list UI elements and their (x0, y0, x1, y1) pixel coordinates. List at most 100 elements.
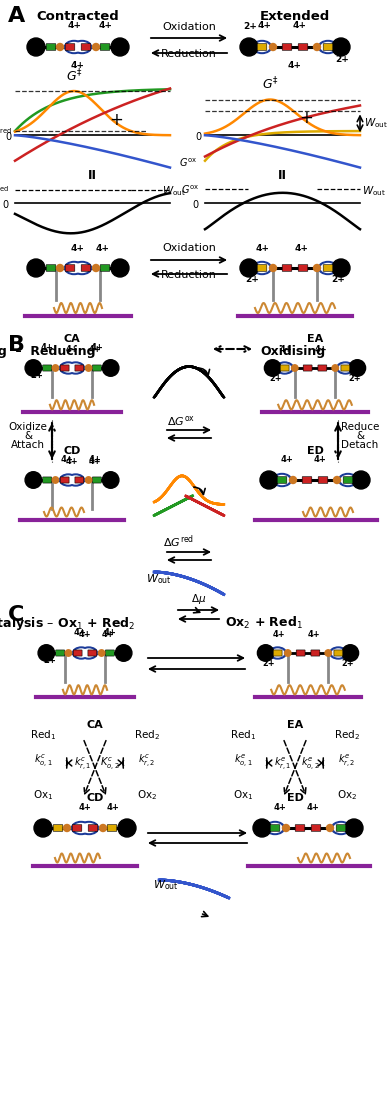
Ellipse shape (252, 41, 272, 53)
Ellipse shape (70, 365, 82, 372)
Text: $k_{r,1}^c$: $k_{r,1}^c$ (74, 756, 92, 772)
Text: 2+: 2+ (341, 659, 354, 668)
Ellipse shape (62, 365, 75, 372)
Text: Extended: Extended (260, 10, 330, 23)
Text: 4+: 4+ (74, 628, 86, 637)
FancyBboxPatch shape (273, 650, 282, 656)
Circle shape (93, 265, 100, 271)
Circle shape (38, 645, 54, 661)
Ellipse shape (75, 649, 88, 657)
Text: Oxidize: Oxidize (9, 422, 47, 432)
Text: 0: 0 (193, 199, 199, 209)
Text: $G^\mathrm{red}$: $G^\mathrm{red}$ (0, 126, 12, 141)
Text: Ox$_2$ + Red$_1$: Ox$_2$ + Red$_1$ (225, 615, 303, 632)
Text: 4+: 4+ (79, 630, 91, 639)
FancyBboxPatch shape (282, 43, 292, 50)
FancyBboxPatch shape (323, 265, 333, 271)
Text: Reduction: Reduction (161, 49, 217, 59)
Ellipse shape (339, 365, 352, 372)
FancyBboxPatch shape (75, 365, 84, 371)
FancyBboxPatch shape (341, 365, 350, 371)
Text: 4+: 4+ (99, 21, 113, 30)
FancyBboxPatch shape (295, 824, 305, 831)
Circle shape (25, 472, 42, 489)
Text: 4+: 4+ (96, 244, 110, 253)
Ellipse shape (67, 362, 84, 375)
Text: Ox$_2$: Ox$_2$ (137, 788, 157, 802)
Ellipse shape (268, 823, 282, 832)
Text: EA: EA (307, 334, 323, 343)
Ellipse shape (60, 474, 77, 486)
Text: Reduce: Reduce (341, 422, 379, 432)
Text: 4+: 4+ (103, 628, 116, 637)
FancyBboxPatch shape (65, 43, 75, 50)
Text: 4+: 4+ (66, 346, 78, 355)
Text: Red$_2$: Red$_2$ (334, 728, 360, 741)
Circle shape (325, 649, 331, 656)
FancyBboxPatch shape (93, 365, 101, 371)
Text: 2+: 2+ (262, 659, 275, 668)
Text: 4+: 4+ (308, 630, 321, 639)
Text: $G^‡$: $G^‡$ (262, 76, 279, 93)
FancyBboxPatch shape (282, 265, 292, 271)
Text: 4+: 4+ (273, 803, 286, 812)
Circle shape (27, 259, 45, 277)
FancyBboxPatch shape (93, 476, 101, 483)
Text: II: II (278, 170, 287, 182)
Text: 4+: 4+ (279, 346, 292, 355)
Ellipse shape (273, 473, 291, 486)
Text: 4+: 4+ (295, 244, 309, 253)
Text: 4+: 4+ (256, 244, 270, 253)
FancyBboxPatch shape (56, 650, 65, 656)
Ellipse shape (60, 362, 77, 375)
Circle shape (56, 265, 63, 271)
Text: $\Delta G^\mathrm{ox}$: $\Delta G^\mathrm{ox}$ (167, 413, 195, 428)
Text: 2+: 2+ (348, 373, 361, 383)
Text: Oxidation: Oxidation (162, 243, 216, 253)
Ellipse shape (62, 476, 75, 484)
Text: 4+: 4+ (71, 244, 85, 253)
Text: $k_{r,2}^e$: $k_{r,2}^e$ (338, 752, 356, 769)
FancyBboxPatch shape (311, 824, 321, 831)
Circle shape (284, 649, 291, 656)
Text: 4+: 4+ (40, 343, 53, 352)
FancyBboxPatch shape (46, 265, 56, 271)
Circle shape (100, 824, 107, 831)
Circle shape (260, 471, 278, 489)
Circle shape (342, 645, 359, 661)
FancyBboxPatch shape (298, 265, 308, 271)
Circle shape (118, 819, 136, 837)
Circle shape (102, 472, 119, 489)
Ellipse shape (321, 264, 335, 273)
Ellipse shape (75, 264, 89, 273)
Circle shape (265, 360, 281, 377)
Text: CD: CD (86, 793, 104, 803)
Ellipse shape (67, 264, 81, 273)
Text: 4+: 4+ (71, 61, 85, 70)
Ellipse shape (321, 42, 335, 51)
FancyBboxPatch shape (270, 824, 280, 831)
Text: $k_{r,2}^c$: $k_{r,2}^c$ (138, 752, 156, 769)
FancyBboxPatch shape (323, 43, 333, 50)
Text: 4+: 4+ (89, 455, 102, 464)
Text: 2+: 2+ (331, 275, 345, 284)
Circle shape (34, 819, 52, 837)
Text: 2+: 2+ (31, 371, 44, 380)
Ellipse shape (252, 261, 272, 275)
Text: $G^\mathrm{ox}$: $G^\mathrm{ox}$ (180, 184, 199, 196)
Circle shape (65, 649, 72, 656)
Circle shape (63, 824, 70, 831)
Circle shape (282, 824, 289, 831)
Text: $k_{o,1}^e$: $k_{o,1}^e$ (233, 752, 252, 769)
Text: C: C (8, 605, 25, 625)
Circle shape (52, 365, 59, 371)
Circle shape (345, 819, 363, 837)
Circle shape (332, 259, 350, 277)
Ellipse shape (272, 649, 284, 657)
FancyBboxPatch shape (46, 43, 56, 50)
Circle shape (253, 819, 271, 837)
Text: 0: 0 (196, 132, 202, 142)
Ellipse shape (255, 42, 269, 51)
FancyBboxPatch shape (336, 824, 346, 831)
Text: EA: EA (287, 720, 303, 730)
